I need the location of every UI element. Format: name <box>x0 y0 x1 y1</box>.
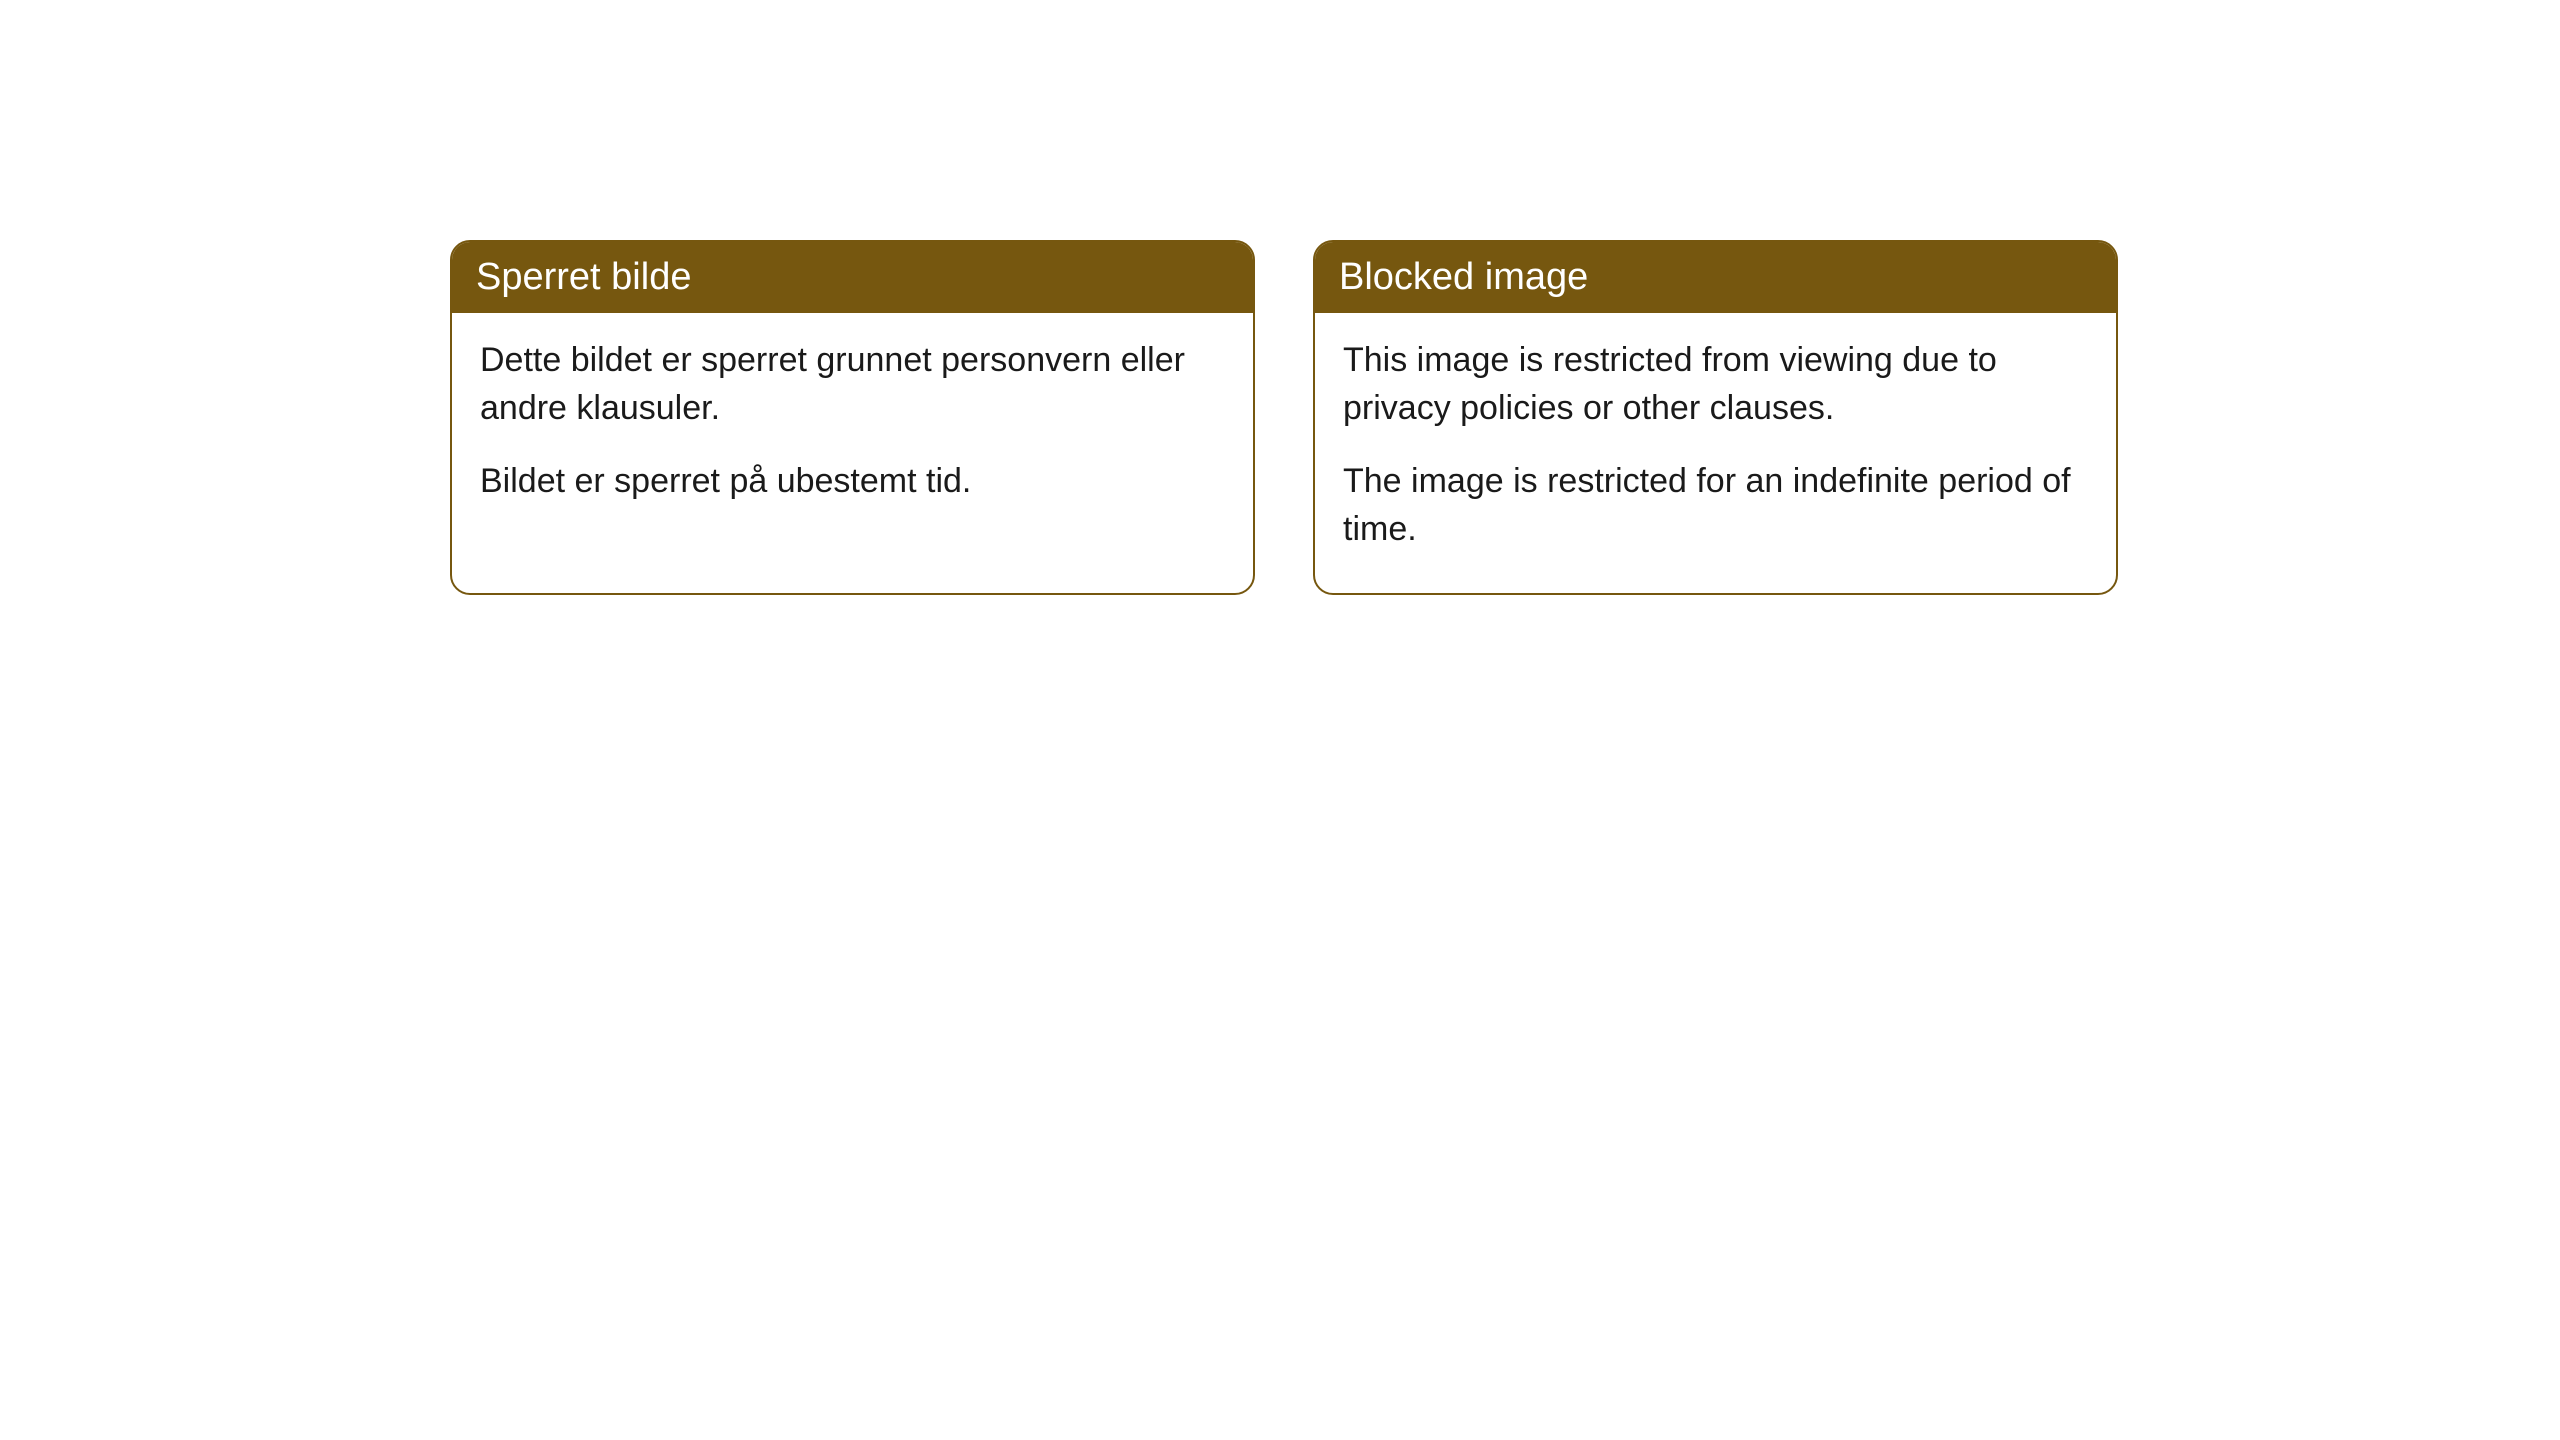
blocked-image-card-norwegian: Sperret bilde Dette bildet er sperret gr… <box>450 240 1255 595</box>
card-paragraph: Bildet er sperret på ubestemt tid. <box>480 458 1225 506</box>
card-paragraph: Dette bildet er sperret grunnet personve… <box>480 337 1225 432</box>
notification-cards-container: Sperret bilde Dette bildet er sperret gr… <box>0 0 2560 595</box>
card-body: This image is restricted from viewing du… <box>1315 313 2116 593</box>
card-header: Sperret bilde <box>452 242 1253 313</box>
card-body: Dette bildet er sperret grunnet personve… <box>452 313 1253 546</box>
blocked-image-card-english: Blocked image This image is restricted f… <box>1313 240 2118 595</box>
card-header: Blocked image <box>1315 242 2116 313</box>
card-title: Blocked image <box>1339 256 1588 298</box>
card-paragraph: The image is restricted for an indefinit… <box>1343 458 2088 553</box>
card-paragraph: This image is restricted from viewing du… <box>1343 337 2088 432</box>
card-title: Sperret bilde <box>476 256 691 298</box>
